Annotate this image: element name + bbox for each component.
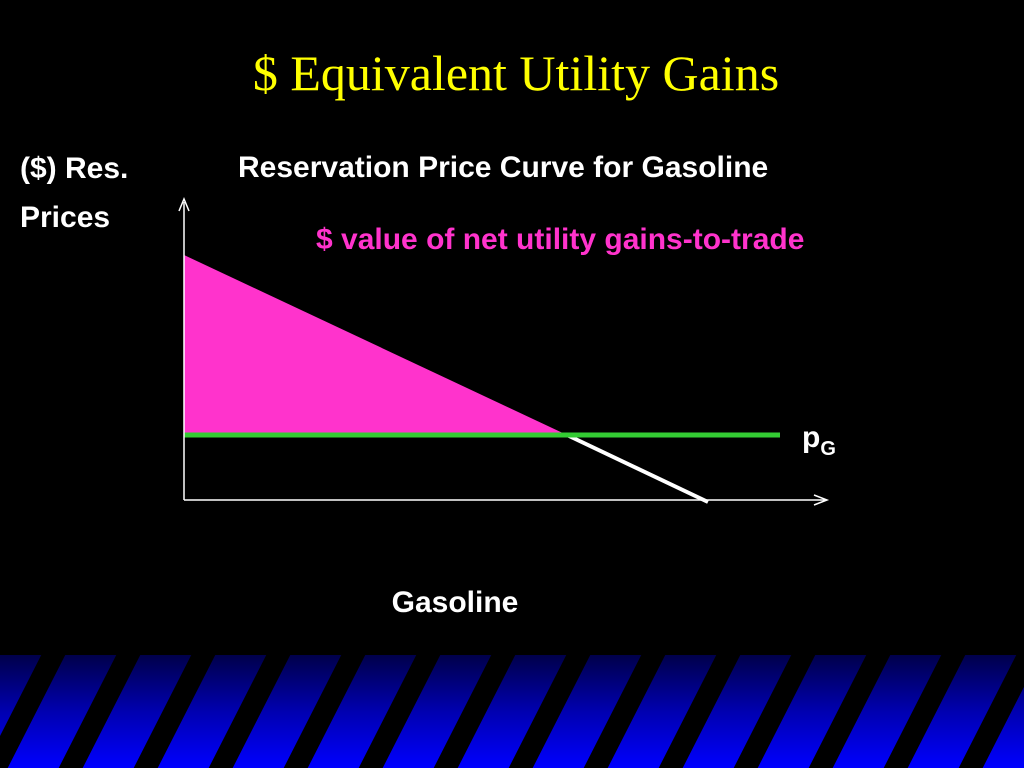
slide-title: $ Equivalent Utility Gains [253, 45, 779, 101]
y-axis-arrow [178, 197, 190, 212]
y-axis-label: ($) Res. [20, 152, 128, 185]
price-label: pG [802, 421, 836, 460]
price-label-subscript: G [820, 438, 836, 460]
x-axis-label: Gasoline [392, 586, 519, 619]
price-label-main: p [802, 421, 820, 454]
y-axis-label: Prices [20, 201, 110, 234]
reservation-curve [566, 433, 709, 504]
x-axis-arrow [813, 494, 830, 506]
area-label: $ value of net utility gains-to-trade [316, 223, 804, 256]
decor-stripes [0, 655, 1024, 768]
gains-area [184, 255, 567, 435]
chart-title: Reservation Price Curve for Gasoline [238, 151, 768, 184]
